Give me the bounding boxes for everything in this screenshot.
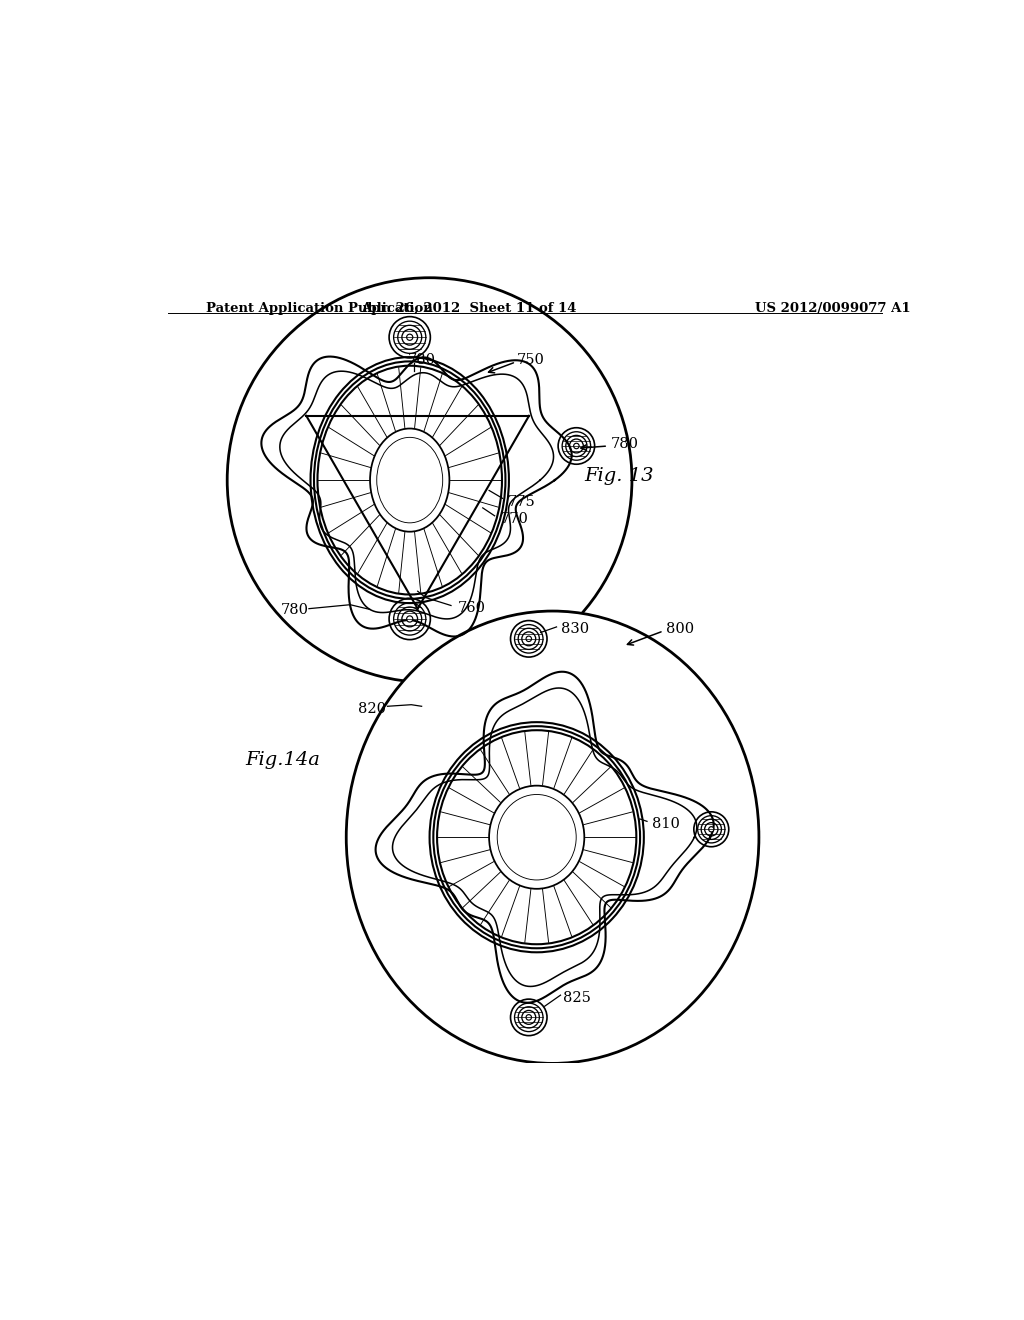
Text: Patent Application Publication: Patent Application Publication bbox=[206, 301, 432, 314]
Circle shape bbox=[526, 636, 531, 642]
Circle shape bbox=[709, 826, 714, 832]
Text: 750: 750 bbox=[517, 354, 545, 367]
Text: 760: 760 bbox=[458, 601, 485, 615]
Ellipse shape bbox=[377, 438, 442, 523]
Text: 775: 775 bbox=[507, 495, 536, 508]
Text: 820: 820 bbox=[358, 702, 386, 715]
Circle shape bbox=[573, 444, 580, 449]
Text: 780: 780 bbox=[610, 437, 639, 451]
Ellipse shape bbox=[498, 795, 575, 879]
Text: 830: 830 bbox=[560, 622, 589, 636]
Text: Fig. 13: Fig. 13 bbox=[585, 467, 653, 486]
Text: Fig.14a: Fig.14a bbox=[246, 751, 321, 770]
Text: US 2012/0099077 A1: US 2012/0099077 A1 bbox=[755, 301, 910, 314]
Text: 780: 780 bbox=[408, 354, 435, 367]
Text: 825: 825 bbox=[563, 991, 591, 1006]
Text: 800: 800 bbox=[666, 622, 694, 636]
Text: 770: 770 bbox=[501, 512, 528, 525]
Text: 780: 780 bbox=[281, 603, 308, 618]
Text: Apr. 26, 2012  Sheet 11 of 14: Apr. 26, 2012 Sheet 11 of 14 bbox=[361, 301, 577, 314]
Ellipse shape bbox=[346, 611, 759, 1064]
Circle shape bbox=[407, 334, 413, 341]
Circle shape bbox=[407, 616, 413, 622]
Circle shape bbox=[526, 1015, 531, 1020]
Text: 810: 810 bbox=[652, 817, 680, 830]
Circle shape bbox=[227, 277, 632, 682]
